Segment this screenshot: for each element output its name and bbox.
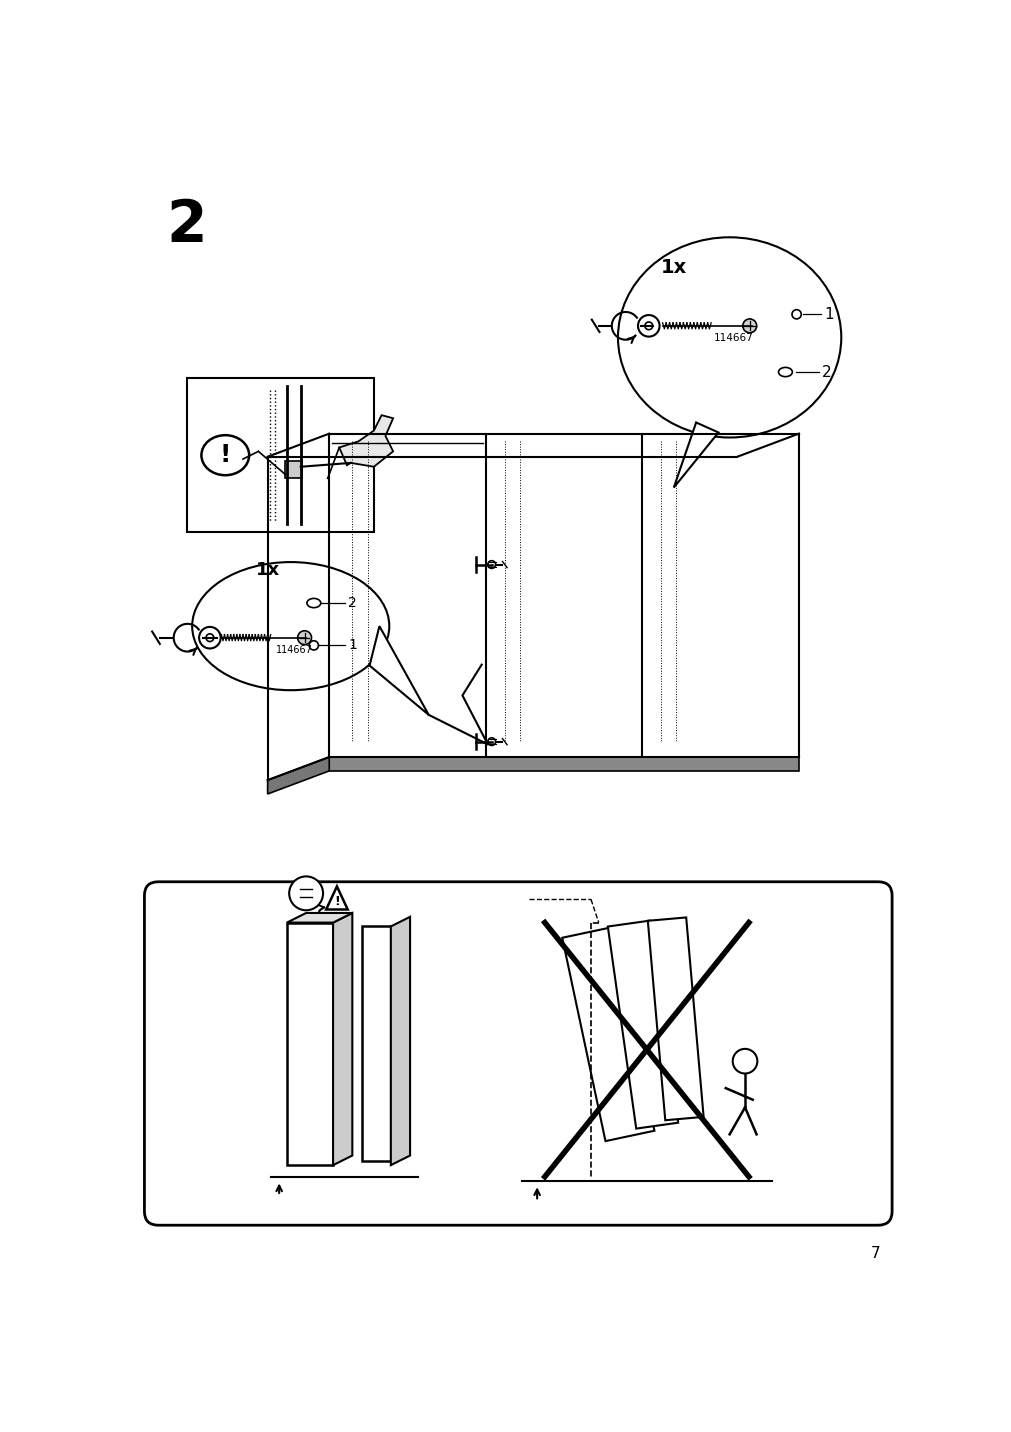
Polygon shape: [339, 415, 392, 467]
Text: 1: 1: [824, 306, 833, 322]
Polygon shape: [267, 758, 329, 793]
Bar: [361, 927, 390, 1161]
Text: 2: 2: [166, 198, 207, 255]
Text: 2: 2: [822, 365, 831, 379]
Text: 1: 1: [348, 639, 357, 653]
Bar: [187, 378, 373, 533]
Text: !: !: [334, 895, 340, 908]
Circle shape: [487, 737, 495, 746]
Circle shape: [297, 630, 311, 644]
Circle shape: [742, 319, 756, 332]
Text: 7: 7: [870, 1246, 880, 1262]
Polygon shape: [390, 916, 409, 1166]
Text: 1x: 1x: [660, 258, 686, 276]
Text: 114667: 114667: [714, 334, 753, 344]
Circle shape: [289, 876, 323, 911]
Bar: [329, 758, 798, 770]
Text: 114667: 114667: [276, 644, 312, 654]
Text: !: !: [219, 442, 231, 467]
Bar: [286, 922, 333, 1166]
Ellipse shape: [618, 238, 840, 438]
Polygon shape: [333, 914, 352, 1166]
Circle shape: [487, 561, 495, 569]
Polygon shape: [647, 918, 703, 1120]
Polygon shape: [562, 928, 654, 1141]
Ellipse shape: [192, 563, 389, 690]
Text: 2: 2: [348, 596, 357, 610]
Text: 1x: 1x: [256, 561, 279, 579]
Polygon shape: [608, 921, 677, 1128]
Polygon shape: [286, 914, 352, 922]
Polygon shape: [369, 626, 429, 715]
Polygon shape: [673, 422, 718, 487]
Bar: [285, 461, 302, 478]
